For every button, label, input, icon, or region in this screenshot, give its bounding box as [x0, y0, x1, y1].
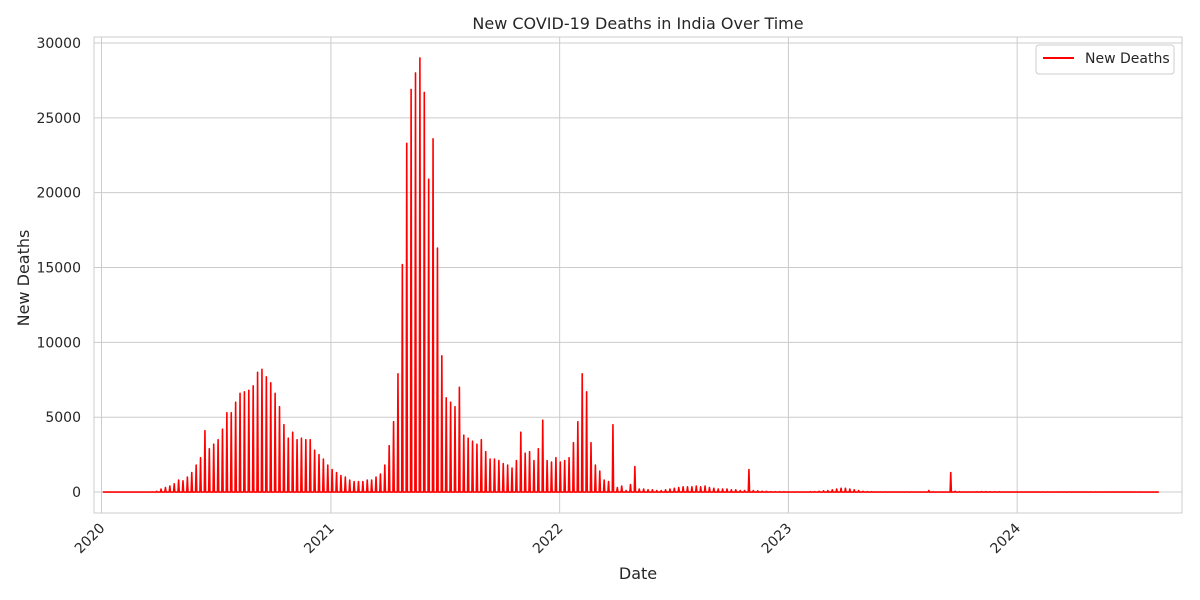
y-tick-label: 10000 — [36, 335, 81, 351]
legend: New Deaths — [1035, 44, 1175, 75]
x-axis-ticks: 2020 2021 2022 2023 2024 — [72, 520, 1024, 557]
x-axis-label: Date — [619, 564, 657, 583]
y-tick-label: 15000 — [36, 261, 81, 277]
y-axis-label: New Deaths — [14, 230, 33, 327]
x-tick-label: 2020 — [72, 521, 109, 558]
x-tick-label: 2024 — [987, 520, 1024, 557]
x-tick-label: 2023 — [759, 521, 796, 558]
series-new-deaths-line — [102, 57, 1159, 493]
y-tick-label: 5000 — [45, 410, 81, 426]
y-axis-ticks: 0 5000 10000 15000 20000 25000 30000 — [36, 36, 81, 501]
x-tick-label: 2021 — [301, 521, 338, 558]
y-tick-label: 30000 — [36, 36, 81, 52]
y-tick-label: 20000 — [36, 186, 81, 202]
legend-box — [1035, 44, 1175, 75]
legend-label: New Deaths — [1085, 51, 1170, 67]
x-tick-label: 2022 — [530, 521, 567, 558]
y-tick-label: 0 — [72, 485, 81, 501]
chart-title: New COVID-19 Deaths in India Over Time — [472, 14, 803, 33]
y-tick-label: 25000 — [36, 111, 81, 127]
plot-frame — [93, 36, 1183, 514]
